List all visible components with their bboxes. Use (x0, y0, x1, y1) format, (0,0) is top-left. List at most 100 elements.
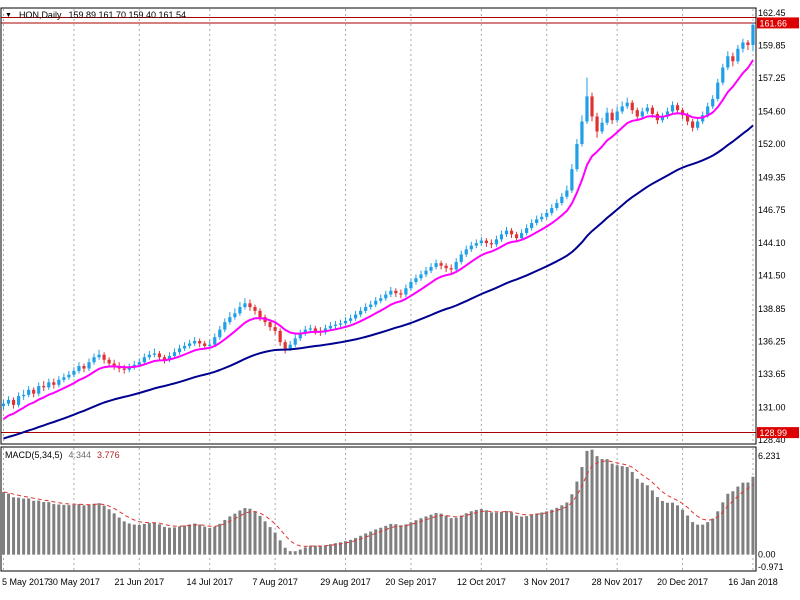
macd-bar (676, 505, 680, 555)
candle-body (188, 343, 192, 346)
candle-body (665, 111, 670, 117)
candle-body (691, 121, 695, 128)
macd-bar (318, 546, 322, 555)
macd-bar (650, 490, 654, 555)
candle-body (157, 353, 162, 358)
macd-bar (515, 515, 519, 555)
macd-bar (510, 512, 514, 555)
price-axis-label: 138.85 (758, 304, 786, 314)
macd-bar (736, 486, 740, 555)
price-axis[interactable]: 162.45 159.85 157.25 154.60 152.00 149.35 146.… (757, 8, 799, 445)
candle-body (746, 42, 750, 45)
candle-body (243, 303, 247, 308)
macd-bar (42, 502, 46, 555)
price-axis-label: 157.25 (758, 73, 786, 83)
macd-bar (711, 518, 715, 555)
candle-body (484, 240, 488, 244)
macd-bar (610, 463, 614, 555)
macd-bar (499, 511, 503, 555)
macd-bar (132, 524, 136, 555)
price-axis-label: 154.60 (758, 106, 786, 116)
candle-body (52, 382, 56, 385)
macd-bar (691, 522, 695, 555)
candle-body (635, 110, 639, 117)
macd-bar (595, 456, 599, 555)
macd-axis-label: 6.231 (758, 451, 781, 461)
macd-bar (414, 520, 418, 555)
macd-bar (389, 523, 393, 555)
candle-body (590, 96, 594, 117)
candle-body (409, 281, 413, 289)
candle-body (439, 263, 443, 266)
time-axis-label: 14 Jul 2017 (186, 577, 233, 587)
macd-bar (278, 540, 282, 555)
macd-bar (741, 482, 745, 555)
macd-bar (429, 514, 433, 555)
price-axis-label: 159.85 (758, 41, 786, 51)
candle-body (288, 344, 292, 349)
candle-body (127, 367, 131, 370)
price-tag-label: 128.99 (760, 428, 788, 438)
candle-body (369, 304, 373, 308)
macd-signal-value: 3.776 (97, 450, 120, 460)
candle-body (167, 355, 172, 360)
macd-bar (751, 476, 755, 555)
macd-bar (339, 542, 343, 555)
candle-body (27, 389, 31, 395)
macd-bar (706, 522, 710, 555)
macd-bar (640, 482, 644, 555)
candle-body (359, 310, 363, 315)
candle-body (474, 243, 478, 246)
macd-indicator-label: MACD(5,34,5) (5, 450, 63, 460)
candle-body (172, 352, 177, 356)
macd-bar (434, 513, 438, 555)
macd-bar (298, 549, 302, 555)
macd-bar (233, 513, 237, 555)
macd-bar (409, 522, 413, 555)
macd-bar (147, 523, 151, 555)
price-axis-label: 141.50 (758, 271, 786, 281)
macd-bar (157, 524, 161, 555)
candle-body (328, 325, 333, 329)
candle-body (404, 288, 408, 295)
macd-bar (590, 449, 594, 555)
candle-body (670, 105, 675, 112)
candle-body (454, 261, 458, 270)
candle-body (364, 307, 368, 311)
macd-bar (600, 459, 604, 555)
macd-bar (620, 466, 624, 555)
candle-body (721, 67, 725, 83)
macd-bar (288, 551, 292, 555)
macd-bar (419, 518, 423, 555)
candle-body (228, 317, 232, 323)
chart-header: ▼ HON,Daily 159.89 161.70 159.40 161.54 (5, 11, 186, 20)
macd-main-value: 4.344 (68, 450, 92, 460)
panel-borders (0, 7, 757, 572)
macd-bar (313, 545, 317, 555)
macd-bar (87, 504, 91, 555)
macd-bar (223, 519, 227, 555)
symbol-dropdown-icon[interactable]: ▼ (5, 12, 12, 19)
macd-bar (686, 515, 690, 555)
candle-body (238, 307, 242, 314)
candle-body (419, 274, 423, 279)
macd-axis[interactable]: 6.231 0.00 -0.971 (758, 451, 784, 572)
candle-body (519, 233, 524, 239)
candle-body (313, 328, 317, 331)
macd-bar (142, 523, 146, 555)
macd-bar (615, 465, 619, 555)
macd-bar (82, 505, 86, 555)
macd-bar (92, 503, 96, 555)
macd-bar (570, 494, 574, 555)
macd-signal-line (3, 460, 754, 547)
macd-bar (47, 502, 51, 555)
macd-bar (183, 525, 187, 555)
macd-bar (575, 481, 579, 555)
macd-bar (238, 510, 242, 555)
macd-bar (12, 497, 16, 555)
candle-body (248, 303, 252, 308)
macd-bar (540, 512, 544, 555)
macd-bar (394, 524, 398, 555)
